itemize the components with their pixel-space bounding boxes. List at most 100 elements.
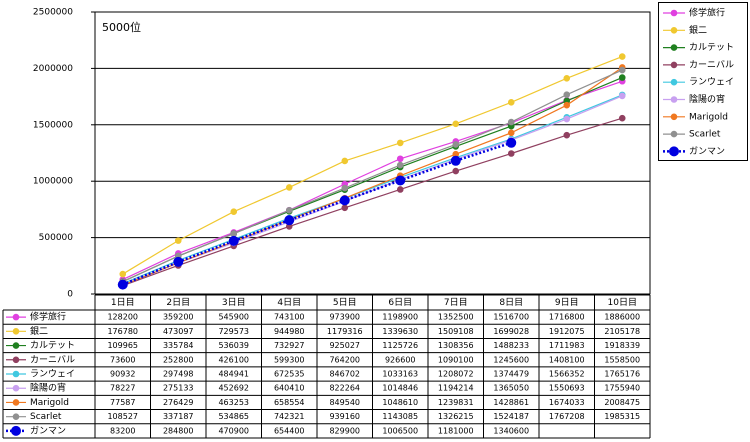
table-cell: 729573 [218, 327, 249, 336]
table-cell: 463253 [218, 398, 249, 407]
table-cell: 1365050 [493, 384, 529, 393]
data-point [618, 66, 626, 74]
table-row-label: カーニバル [30, 354, 75, 365]
table-cell: 1755940 [604, 384, 640, 393]
table-row-label: 陰陽の宵 [30, 382, 66, 394]
table-cell: 536039 [218, 341, 249, 350]
table-cell: 1006500 [382, 426, 418, 435]
table-cell: 252800 [163, 355, 194, 364]
data-point [174, 237, 182, 244]
table-cell: 973900 [329, 313, 360, 322]
table-cell: 1488233 [493, 341, 529, 350]
data-point [285, 184, 293, 191]
legend-label: カーニバル [689, 59, 734, 70]
table-row-label: 修学旅行 [30, 311, 66, 323]
data-point [618, 114, 626, 122]
table-cell: 534865 [218, 412, 249, 421]
y-tick-label: 1500000 [33, 120, 73, 130]
table-cell: 732927 [274, 341, 305, 350]
table-cell: 176780 [107, 327, 138, 336]
table-cell: 90932 [110, 370, 135, 379]
table-row-label: Marigold [30, 398, 69, 408]
table-cell: 1550693 [549, 384, 585, 393]
data-point [618, 92, 626, 100]
data-point [339, 195, 350, 206]
x-tick-label: 7日目 [444, 297, 468, 308]
table-cell: 1090100 [438, 355, 474, 364]
table-cell: 1886000 [604, 313, 640, 322]
table-cell: 1181000 [438, 426, 474, 435]
table-cell: 452692 [218, 384, 249, 393]
table-row-label: 銀二 [30, 325, 48, 337]
data-point [230, 208, 238, 216]
x-tick-label: 5日目 [333, 297, 357, 308]
table-cell: 849540 [329, 398, 360, 407]
series-line [122, 55, 623, 275]
data-point [452, 120, 460, 128]
table-cell: 743100 [274, 313, 305, 322]
table-cell: 1326215 [438, 412, 474, 421]
table-cell: 1194214 [438, 384, 474, 393]
table-cell: 1179316 [327, 327, 363, 336]
y-tick-label: 0 [67, 290, 73, 300]
table-cell: 1125726 [382, 341, 418, 350]
data-point [507, 150, 515, 157]
data-point [507, 118, 515, 126]
x-tick-label: 9日目 [555, 297, 579, 308]
table-cell: 1208072 [438, 370, 474, 379]
table-cell: 640410 [274, 384, 305, 393]
data-point [228, 235, 239, 246]
table-cell: 1711983 [549, 341, 585, 350]
table-row-label: ランウェイ [30, 369, 75, 380]
table-key-marker [12, 313, 20, 321]
table-cell: 672535 [274, 370, 305, 379]
table-cell: 1014846 [382, 384, 418, 393]
table-cell: 284800 [163, 426, 194, 435]
data-point [507, 99, 515, 106]
table-cell: 1198900 [382, 313, 418, 322]
data-point [396, 186, 404, 193]
table-cell: 2105178 [604, 327, 640, 336]
table-cell: 1339630 [382, 327, 418, 336]
series-line [122, 117, 623, 287]
x-tick-label: 8日目 [499, 297, 523, 308]
y-tick-label: 2500000 [33, 8, 73, 18]
x-tick-label: 6日目 [388, 297, 412, 308]
x-tick-label: 4日目 [277, 297, 301, 308]
legend-marker [670, 61, 678, 69]
table-cell: 1985315 [604, 412, 640, 421]
legend-label: 修学旅行 [689, 7, 725, 19]
data-point [284, 215, 295, 226]
data-point [452, 141, 460, 148]
legend-label: 銀二 [689, 24, 707, 36]
table-row-label: ガンマン [30, 425, 66, 436]
data-point [119, 270, 127, 278]
data-point [285, 206, 293, 214]
legend-label: ランウェイ [689, 77, 734, 88]
table-key-marker [12, 399, 20, 406]
table-cell: 473097 [163, 327, 194, 336]
table-cell: 359200 [163, 313, 194, 322]
x-tick-label: 10日目 [608, 297, 637, 308]
table-cell: 1765176 [604, 370, 640, 379]
data-point [396, 161, 404, 169]
table-cell: 2008475 [604, 398, 640, 407]
table-cell: 829900 [329, 426, 360, 435]
annotation: 5000位 [102, 20, 141, 34]
table-cell: 742321 [274, 412, 305, 421]
table-cell: 1767208 [549, 412, 585, 421]
table-key-marker [12, 370, 20, 378]
table-cell: 939160 [329, 412, 360, 421]
table-cell: 77587 [110, 398, 135, 407]
table-cell: 1143085 [382, 412, 418, 421]
table-cell: 297498 [163, 370, 194, 379]
table-cell: 1558500 [604, 355, 640, 364]
table-cell: 599300 [274, 355, 305, 364]
x-tick-label: 1日目 [111, 297, 135, 308]
data-point [563, 115, 571, 123]
data-point [117, 279, 128, 290]
data-point [341, 157, 349, 165]
data-point [563, 131, 571, 139]
table-cell: 337187 [163, 412, 194, 421]
